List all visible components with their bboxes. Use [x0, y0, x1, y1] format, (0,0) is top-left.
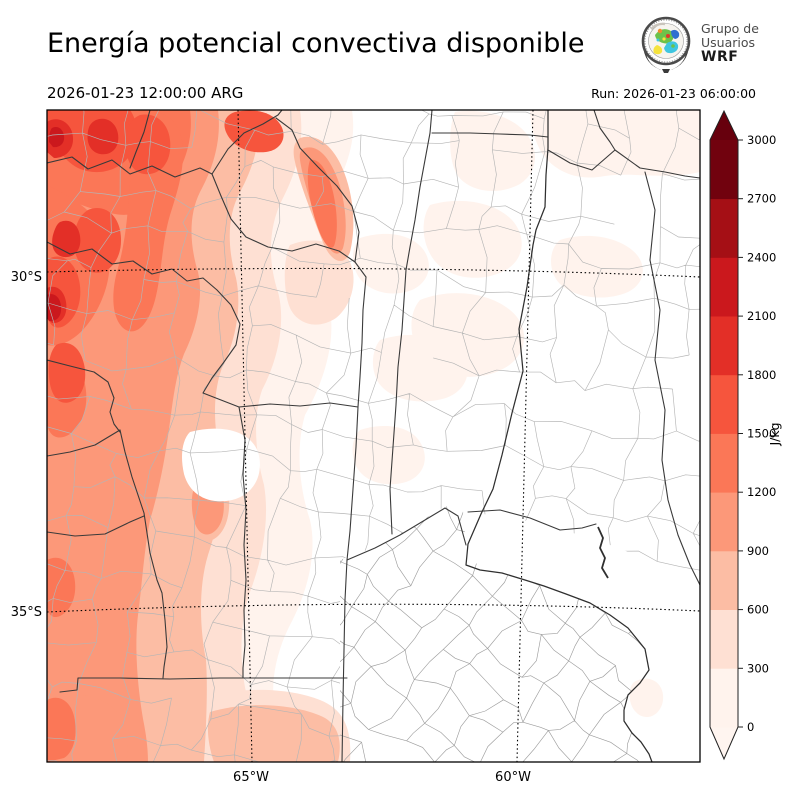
parana-river-and-coastline — [465, 110, 653, 762]
colorbar-tick-1800: 1800 — [747, 368, 776, 382]
logo-emblem-icon — [641, 16, 691, 73]
logo-text-line2: Usuarios — [701, 35, 756, 51]
x-tick-65w: 65°W — [233, 770, 269, 785]
y-tick-30s: 30°S — [11, 270, 42, 285]
colorbar-tick-300: 300 — [747, 661, 769, 675]
valid-time-label: 2026-01-23 12:00:00 ARG — [47, 84, 244, 102]
cape-shaded-field — [47, 110, 700, 762]
wrf-users-group-logo: Grupo de Usuarios WRF — [637, 13, 759, 75]
colorbar-tick-2400: 2400 — [747, 250, 776, 264]
logo-text-line3: WRF — [701, 49, 739, 66]
colorbar-tick-900: 900 — [747, 544, 769, 558]
x-tick-60w: 60°W — [495, 770, 531, 785]
run-time-label: Run: 2026-01-23 06:00:00 — [591, 86, 756, 101]
colorbar-tick-2700: 2700 — [747, 192, 776, 206]
logo-text-line1: Grupo de — [701, 21, 759, 37]
map-frame — [46, 109, 701, 763]
colorbar-units-label: J/kg — [767, 422, 782, 446]
colorbar: 0 300 600 900 1200 1500 1800 2100 2400 2700 3000 — [709, 109, 776, 761]
gridline-35s — [47, 603, 700, 613]
gridline-30s — [47, 267, 700, 278]
cape-band-2100-2400 — [47, 126, 65, 322]
colorbar-tick-600: 600 — [747, 603, 769, 617]
colorbar-tick-0: 0 — [747, 720, 754, 734]
cape-zero-gap — [182, 428, 260, 502]
colorbar-tick-2100: 2100 — [747, 309, 776, 323]
y-tick-35s: 35°S — [11, 605, 42, 620]
page-title: Energía potencial convectiva disponible — [47, 28, 585, 59]
lat-lon-gridlines — [47, 110, 700, 762]
colorbar-tick-3000: 3000 — [747, 133, 776, 147]
colorbar-tick-1500: 1500 — [747, 427, 776, 441]
department-boundaries — [47, 110, 700, 762]
province-boundaries — [47, 110, 700, 762]
colorbar-tick-1200: 1200 — [747, 485, 776, 499]
